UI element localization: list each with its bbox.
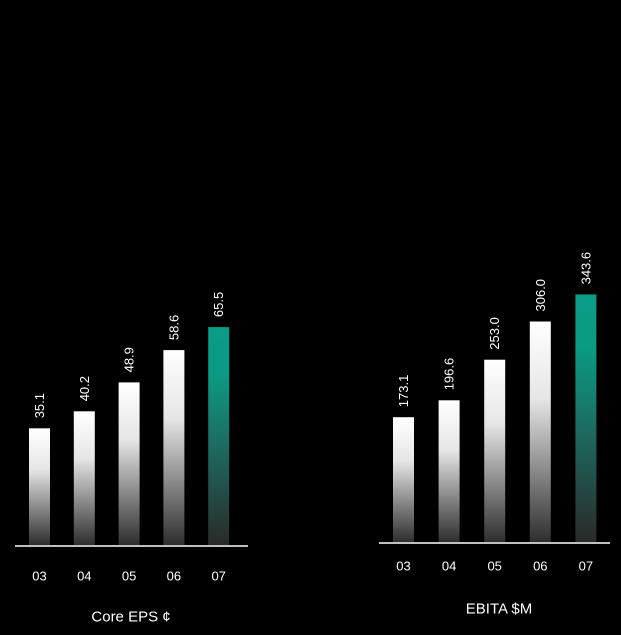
core-eps-value-label-07: 65.5 <box>211 292 226 317</box>
ebita-bar-03 <box>393 417 414 542</box>
ebita-tick-label-04: 04 <box>442 559 456 574</box>
core-eps-tick-label-04: 04 <box>77 569 91 584</box>
ebita-chart-title: EBITA $M <box>466 601 532 618</box>
core-eps-tick-label-07: 07 <box>211 569 225 584</box>
ebita-tick-label-06: 06 <box>533 559 547 574</box>
ebita-tick-label-03: 03 <box>396 559 410 574</box>
core-eps-bar-06 <box>163 350 185 545</box>
ebita-tick-label-07: 07 <box>579 559 593 574</box>
ebita-value-label-05: 253.0 <box>487 317 502 350</box>
core-eps-chart: 35.1 03 40.2 04 48.9 05 58.6 06 65.5 07 Core EPS ¢ <box>15 292 248 626</box>
core-eps-tick-label-06: 06 <box>167 569 181 584</box>
ebita-value-label-03: 173.1 <box>396 375 411 408</box>
ebita-bar-07 <box>575 294 597 542</box>
core-eps-value-label-04: 40.2 <box>77 376 92 401</box>
core-eps-value-label-05: 48.9 <box>122 347 137 372</box>
core-eps-tick-label-05: 05 <box>122 569 136 584</box>
ebita-chart: 173.1 03 196.6 04 253.0 05 306.0 06 343.6 07 EBITA… <box>379 252 610 618</box>
core-eps-bar-05 <box>118 382 140 545</box>
core-eps-value-label-03: 35.1 <box>32 393 47 418</box>
core-eps-bar-04 <box>73 411 95 545</box>
ebita-bar-04 <box>438 400 460 542</box>
core-eps-chart-title: Core EPS ¢ <box>91 609 170 626</box>
core-eps-value-label-06: 58.6 <box>166 315 181 340</box>
core-eps-tick-label-03: 03 <box>32 569 46 584</box>
ebita-bar-06 <box>529 321 551 542</box>
core-eps-bar-07 <box>208 327 230 545</box>
ebita-value-label-06: 306.0 <box>533 279 548 312</box>
ebita-tick-label-05: 05 <box>487 559 501 574</box>
core-eps-bar-03 <box>29 428 50 545</box>
ebita-value-label-07: 343.6 <box>578 252 593 285</box>
ebita-value-label-04: 196.6 <box>442 358 457 391</box>
ebita-bar-05 <box>484 359 506 542</box>
